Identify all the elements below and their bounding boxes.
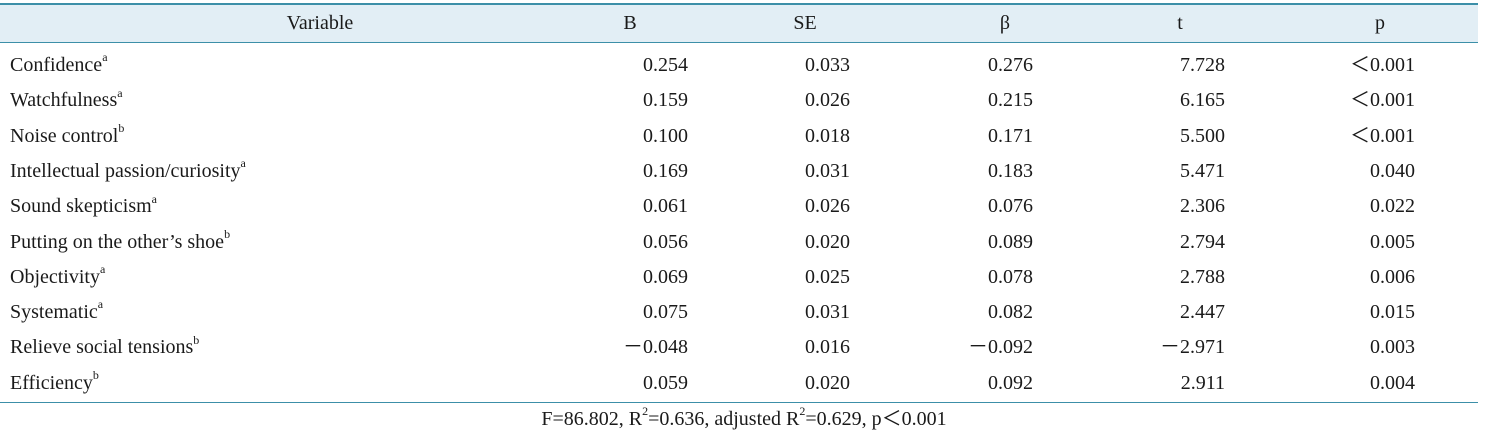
cell-variable: Watchfulnessa (10, 85, 123, 112)
cell-t: 5.471 (1180, 159, 1225, 182)
cell-beta: 0.076 (988, 195, 1033, 218)
cell-p: ＜0.001 (1350, 54, 1415, 76)
header-b: B (623, 12, 637, 34)
cell-se: 0.020 (805, 230, 850, 253)
table-row: Putting on the other’s shoeb 0.056 0.020 0.… (0, 225, 1478, 259)
cell-beta: 0.171 (988, 124, 1033, 147)
cell-p: 0.003 (1370, 336, 1415, 359)
table-header-rule (0, 42, 1478, 43)
table-row: Noise controlb 0.100 0.018 0.171 5.500 ＜0.001 (0, 119, 1478, 153)
cell-b: 0.169 (643, 159, 688, 182)
cell-variable: Objectivitya (10, 262, 106, 288)
cell-beta: 0.082 (988, 301, 1033, 324)
header-p: p (1375, 12, 1385, 34)
cell-variable: Noise controlb (10, 120, 125, 147)
header-se: SE (793, 12, 817, 34)
cell-t: 2.911 (1180, 371, 1225, 394)
cell-se: 0.016 (805, 336, 850, 359)
cell-b: 0.100 (643, 124, 688, 147)
table-bottom-rule (0, 402, 1478, 403)
cell-t: 6.165 (1180, 89, 1225, 112)
cell-p: 0.005 (1370, 230, 1415, 253)
table-row: Relieve social tensionsb －0.048 0.016 －0.09… (0, 330, 1478, 364)
table-header-band (0, 5, 1478, 42)
cell-b: －0.048 (623, 336, 688, 359)
cell-variable: Relieve social tensionsb (10, 332, 200, 359)
cell-b: 0.254 (643, 54, 688, 76)
cell-b: 0.159 (643, 89, 688, 112)
cell-variable: Intellectual passion/curiositya (10, 156, 246, 182)
cell-b: 0.056 (643, 230, 688, 253)
cell-p: 0.004 (1370, 371, 1415, 394)
cell-p: 0.006 (1370, 265, 1415, 288)
table-row: Watchfulnessa 0.159 0.026 0.215 6.165 ＜0.001 (0, 83, 1478, 117)
cell-p: ＜0.001 (1350, 124, 1415, 147)
cell-t: 5.500 (1180, 124, 1225, 147)
cell-t: 7.728 (1180, 54, 1225, 76)
cell-b: 0.075 (643, 301, 688, 324)
cell-variable: Systematica (10, 297, 104, 324)
table-footnote: F=86.802, R2=0.636, adjusted R2=0.629, p… (541, 404, 947, 430)
cell-beta: 0.276 (988, 54, 1033, 76)
table-row: Intellectual passion/curiositya 0.169 0.03… (0, 154, 1478, 188)
cell-p: 0.040 (1370, 159, 1415, 182)
table-row: Efficiencyb 0.059 0.020 0.092 2.911 0.004 (0, 366, 1478, 400)
cell-p: 0.015 (1370, 301, 1415, 324)
cell-se: 0.026 (805, 89, 850, 112)
cell-t: 2.447 (1180, 301, 1225, 324)
cell-beta: 0.215 (988, 89, 1033, 112)
cell-variable: Sound skepticisma (10, 191, 157, 218)
cell-t: －2.971 (1160, 336, 1225, 359)
cell-beta: －0.092 (968, 336, 1033, 359)
cell-se: 0.025 (805, 265, 850, 288)
cell-b: 0.061 (643, 195, 688, 218)
cell-p: 0.022 (1370, 195, 1415, 218)
cell-beta: 0.078 (988, 265, 1033, 288)
cell-variable: Confidencea (10, 50, 108, 76)
cell-beta: 0.092 (988, 371, 1033, 394)
cell-se: 0.033 (805, 54, 850, 76)
cell-se: 0.031 (805, 159, 850, 182)
header-variable: Variable (286, 12, 354, 34)
cell-b: 0.069 (643, 265, 688, 288)
header-t: t (1177, 12, 1183, 34)
table-row: Objectivitya 0.069 0.025 0.078 2.788 0.006 (0, 260, 1478, 294)
table-row: Systematica 0.075 0.031 0.082 2.447 0.015 (0, 295, 1478, 329)
cell-t: 2.788 (1180, 265, 1225, 288)
cell-p: ＜0.001 (1350, 89, 1415, 112)
cell-variable: Efficiencyb (10, 368, 99, 394)
table-top-rule (0, 3, 1478, 5)
table-row: Sound skepticisma 0.061 0.026 0.076 2.306 0.0… (0, 189, 1478, 223)
cell-se: 0.026 (805, 195, 850, 218)
table-row: Confidencea 0.254 0.033 0.276 7.728 ＜0.001 (0, 48, 1478, 82)
cell-t: 2.794 (1180, 230, 1225, 253)
cell-beta: 0.089 (988, 230, 1033, 253)
cell-beta: 0.183 (988, 159, 1033, 182)
cell-b: 0.059 (643, 371, 688, 394)
cell-se: 0.018 (805, 124, 850, 147)
header-beta: β (999, 12, 1011, 34)
cell-se: 0.031 (805, 301, 850, 324)
cell-t: 2.306 (1180, 195, 1225, 218)
cell-se: 0.020 (805, 371, 850, 394)
cell-variable: Putting on the other’s shoeb (10, 226, 231, 253)
